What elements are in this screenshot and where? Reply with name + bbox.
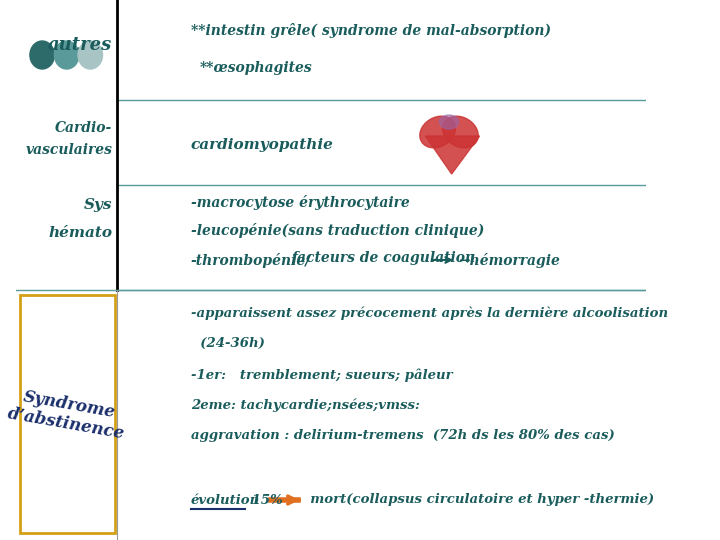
Text: →hémorragie: →hémorragie [458, 253, 559, 267]
Ellipse shape [420, 116, 456, 148]
FancyBboxPatch shape [20, 295, 114, 533]
Text: 15%: 15% [247, 494, 283, 507]
Text: facteurs de coagulation: facteurs de coagulation [292, 251, 476, 265]
Circle shape [78, 41, 102, 69]
Text: Cardio-: Cardio- [55, 121, 112, 135]
Text: Sys: Sys [84, 198, 112, 212]
Text: **intestin grêle( syndrome de mal-absorption): **intestin grêle( syndrome de mal-absorp… [191, 23, 551, 37]
Text: hémato: hémato [48, 226, 112, 240]
Ellipse shape [439, 115, 459, 129]
Text: autres: autres [48, 36, 112, 54]
Text: évolution: évolution [191, 494, 260, 507]
Text: 2eme: tachycardie;nsées;vmss:: 2eme: tachycardie;nsées;vmss: [191, 399, 420, 411]
Ellipse shape [443, 116, 478, 148]
Text: -1er:   tremblement; sueurs; pâleur: -1er: tremblement; sueurs; pâleur [191, 368, 453, 382]
Text: vasculaires: vasculaires [25, 143, 112, 157]
Text: -apparaissent assez précocement après la dernière alcoolisation: -apparaissent assez précocement après la… [191, 306, 668, 320]
Text: cardiomyopathie: cardiomyopathie [191, 138, 334, 152]
Text: -macrocytose érythrocytaire: -macrocytose érythrocytaire [191, 195, 410, 211]
Polygon shape [426, 136, 480, 174]
Circle shape [30, 41, 55, 69]
Circle shape [55, 41, 79, 69]
Text: (24-36h): (24-36h) [191, 336, 265, 349]
Text: aggravation : delirium-tremens  (72h ds les 80% des cas): aggravation : delirium-tremens (72h ds l… [191, 429, 615, 442]
Text: mort(collapsus circulatoire et hyper -thermie): mort(collapsus circulatoire et hyper -th… [301, 494, 654, 507]
Text: Syndrome
d’abstinence: Syndrome d’abstinence [6, 386, 129, 442]
Text: -leucopénie(sans traduction clinique): -leucopénie(sans traduction clinique) [191, 222, 485, 238]
Text: **œsophagites: **œsophagites [199, 61, 312, 75]
Text: -thrombopénie/: -thrombopénie/ [191, 253, 311, 267]
